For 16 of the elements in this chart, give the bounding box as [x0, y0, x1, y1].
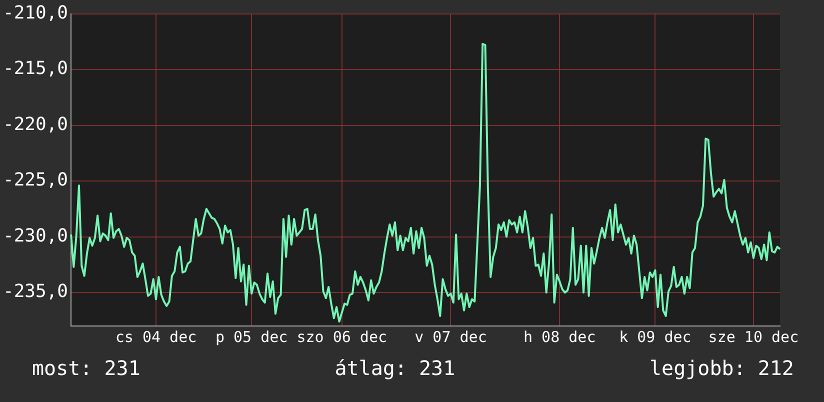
- x-tick-label: h 08 dec: [523, 328, 596, 346]
- y-tick-label: -210,0: [2, 2, 68, 24]
- y-tick-label: -225,0: [2, 170, 68, 191]
- text: legjobb: 212: [649, 356, 794, 380]
- x-tick-label: cs 04 dec: [115, 328, 197, 346]
- y-tick-label: -220,0: [2, 114, 68, 135]
- x-tick-label: p 05 dec: [215, 328, 288, 346]
- x-tick-label: szo 06 dec: [296, 328, 388, 346]
- x-tick-label: v 07 dec: [414, 328, 487, 346]
- y-tick-label: -235,0: [2, 281, 68, 302]
- text: átlag: 231: [334, 356, 456, 380]
- text: most: 231: [32, 356, 140, 380]
- x-tick-label: sze 10 dec: [708, 328, 799, 346]
- x-tick-label: k 09 dec: [619, 328, 692, 346]
- y-tick-label: -230,0: [2, 225, 68, 246]
- y-tick-label: -215,0: [2, 58, 68, 80]
